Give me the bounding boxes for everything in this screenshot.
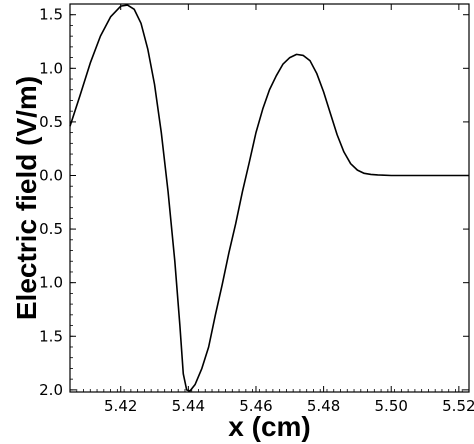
x-axis-title: x (cm) (228, 411, 310, 442)
x-tick-label: 5.50 (375, 397, 408, 415)
x-tick-label: 5.46 (239, 397, 272, 415)
x-tick-label: 5.42 (104, 397, 137, 415)
y-tick-label: 0.0 (39, 166, 63, 184)
y-tick-label: 1.5 (39, 6, 63, 24)
series-line (69, 4, 469, 392)
y-tick-label: 0.5 (39, 113, 63, 131)
y-tick-label: 1.5 (39, 327, 63, 345)
series-layer (69, 4, 469, 392)
plot-area: 1.51.00.50.00.51.01.52.0 5.42 5.44 5.46 5.4… (39, 3, 474, 415)
x-tick-label: 5.44 (172, 397, 205, 415)
x-tick-label: 5.52 (442, 397, 474, 415)
x-axis-ticks: 5.42 5.44 5.46 5.48 5.50 5.52 (69, 4, 474, 415)
y-tick-label: 2.0 (39, 381, 63, 399)
y-axis-ticks: 1.5 1.0 0.5 0.0 0.5 1.0 1.5 2.0 (39, 6, 469, 399)
y-tick-label: 1.0 (39, 274, 63, 292)
y-tick-label: 1.0 (39, 59, 63, 77)
plot-frame (69, 3, 470, 393)
x-tick-label: 5.48 (307, 397, 340, 415)
y-tick-label: 0.5 (39, 220, 63, 238)
y-axis-title: Electric field (V/m) (11, 76, 42, 320)
